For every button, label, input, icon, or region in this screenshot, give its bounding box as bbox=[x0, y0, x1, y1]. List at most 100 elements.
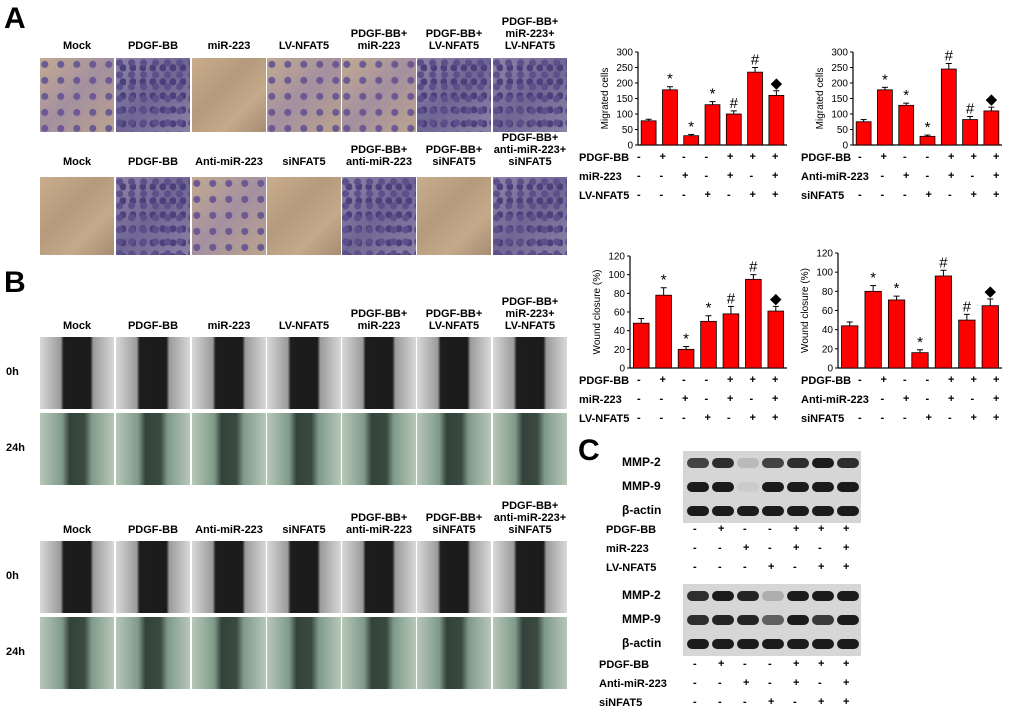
blot-band bbox=[737, 482, 759, 492]
column-header: PDGF-BB+ anti-miR-223 bbox=[345, 144, 413, 168]
wound-image-0h bbox=[192, 541, 266, 613]
significance-marker: * bbox=[706, 300, 712, 317]
minus-sign: - bbox=[718, 542, 722, 554]
column-header: PDGF-BB+ siNFAT5 bbox=[425, 144, 483, 168]
plus-sign: + bbox=[749, 189, 756, 201]
blot-band bbox=[837, 482, 859, 492]
blot-band bbox=[712, 591, 734, 601]
plus-sign: + bbox=[772, 412, 779, 424]
minus-sign: - bbox=[948, 189, 952, 201]
minus-sign: - bbox=[659, 393, 664, 405]
significance-marker: * bbox=[917, 334, 923, 351]
blot-label: MMP-9 bbox=[622, 612, 661, 626]
significance-marker: * bbox=[710, 86, 716, 103]
y-tick-label: 200 bbox=[831, 79, 848, 90]
plus-sign: + bbox=[704, 189, 711, 201]
plus-sign: + bbox=[749, 374, 756, 386]
blot-band bbox=[787, 615, 809, 625]
minus-sign: - bbox=[637, 393, 641, 405]
blot-band bbox=[687, 639, 709, 649]
minus-sign: - bbox=[659, 170, 664, 182]
y-tick-label: 20 bbox=[614, 345, 626, 356]
plus-sign: + bbox=[843, 561, 850, 573]
minus-sign: - bbox=[743, 696, 747, 708]
wound-image-0h bbox=[267, 541, 341, 613]
bar bbox=[919, 135, 936, 146]
minus-sign: - bbox=[693, 523, 697, 535]
y-tick-label: 200 bbox=[616, 79, 633, 90]
blot-band bbox=[687, 506, 709, 516]
minus-sign: - bbox=[903, 412, 907, 424]
blot-band bbox=[787, 639, 809, 649]
blot-band bbox=[712, 639, 734, 649]
y-tick-label: 300 bbox=[616, 48, 633, 59]
significance-marker: ◆ bbox=[771, 75, 783, 92]
bar bbox=[655, 294, 672, 369]
transwell-image bbox=[493, 177, 567, 255]
minus-sign: - bbox=[693, 658, 697, 670]
wound-image-24h bbox=[40, 413, 114, 485]
minus-sign: - bbox=[743, 561, 747, 573]
time-label-24h: 24h bbox=[6, 442, 25, 454]
minus-sign: - bbox=[970, 393, 975, 405]
transwell-image bbox=[40, 177, 114, 255]
y-tick-label: 120 bbox=[608, 252, 625, 263]
wound-image-24h bbox=[342, 413, 416, 485]
significance-marker: * bbox=[667, 71, 673, 88]
significance-marker: * bbox=[882, 71, 888, 88]
minus-sign: - bbox=[880, 393, 885, 405]
significance-marker: ◆ bbox=[986, 91, 998, 108]
minus-sign: - bbox=[948, 412, 952, 424]
wound-image-24h bbox=[417, 617, 491, 689]
column-header: Mock bbox=[62, 524, 92, 536]
plus-sign: + bbox=[948, 393, 955, 405]
minus-sign: - bbox=[858, 189, 862, 201]
minus-sign: - bbox=[693, 542, 697, 554]
treatment-label: LV-NFAT5 bbox=[606, 562, 657, 574]
plus-sign: + bbox=[818, 696, 825, 708]
significance-marker: * bbox=[870, 270, 876, 287]
bar bbox=[747, 71, 763, 146]
minus-sign: - bbox=[743, 523, 747, 535]
wound-image-24h bbox=[267, 617, 341, 689]
blot-label: MMP-9 bbox=[622, 479, 661, 493]
transwell-image bbox=[192, 177, 266, 255]
column-header: PDGF-BB+ miR-223+ LV-NFAT5 bbox=[501, 16, 559, 52]
blot-band bbox=[712, 482, 734, 492]
plus-sign: + bbox=[768, 696, 775, 708]
plus-sign: + bbox=[993, 189, 1000, 201]
minus-sign: - bbox=[925, 393, 930, 405]
column-header: PDGF-BB bbox=[127, 320, 179, 332]
significance-marker: * bbox=[894, 280, 900, 297]
plus-sign: + bbox=[772, 393, 779, 405]
plus-sign: + bbox=[993, 374, 1000, 386]
panel-label-c: C bbox=[578, 434, 600, 467]
blot-band bbox=[837, 615, 859, 625]
plus-sign: + bbox=[993, 412, 1000, 424]
blot-band bbox=[762, 591, 784, 601]
wound-image-24h bbox=[417, 413, 491, 485]
column-header: PDGF-BB+ LV-NFAT5 bbox=[425, 28, 483, 52]
bar bbox=[745, 278, 762, 369]
minus-sign: - bbox=[727, 412, 731, 424]
plus-sign: + bbox=[659, 151, 666, 163]
plus-sign: + bbox=[880, 151, 887, 163]
wound-image-0h bbox=[116, 337, 190, 409]
treatment-label: PDGF-BB bbox=[801, 152, 852, 164]
blot-label: MMP-2 bbox=[622, 455, 661, 469]
minus-sign: - bbox=[880, 412, 885, 424]
blot-band bbox=[762, 458, 784, 468]
y-axis-label: Wound closure (%) bbox=[592, 270, 603, 355]
plus-sign: + bbox=[793, 658, 800, 670]
column-header: PDGF-BB+ miR-223 bbox=[350, 28, 408, 52]
y-tick-label: 120 bbox=[816, 249, 833, 260]
minus-sign: - bbox=[925, 170, 930, 182]
bar bbox=[940, 68, 957, 146]
wound-image-0h bbox=[192, 337, 266, 409]
bar bbox=[898, 104, 915, 146]
bar bbox=[911, 352, 929, 369]
wound-image-24h bbox=[267, 413, 341, 485]
treatment-label: PDGF-BB bbox=[579, 152, 630, 164]
y-tick-label: 100 bbox=[616, 110, 633, 121]
plus-sign: + bbox=[772, 374, 779, 386]
